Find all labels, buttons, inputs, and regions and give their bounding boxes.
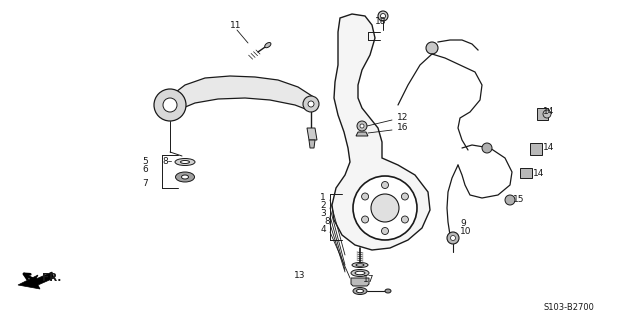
Circle shape	[543, 110, 551, 118]
Text: 1: 1	[320, 192, 326, 202]
Polygon shape	[165, 76, 315, 115]
Text: 5: 5	[142, 157, 148, 166]
Text: 9: 9	[460, 219, 466, 227]
Polygon shape	[351, 278, 369, 286]
Circle shape	[401, 216, 408, 223]
Polygon shape	[309, 140, 315, 148]
Ellipse shape	[175, 159, 195, 166]
Circle shape	[381, 13, 385, 19]
Text: 8–: 8–	[162, 158, 172, 167]
Text: 14: 14	[533, 168, 545, 177]
Circle shape	[371, 194, 399, 222]
Ellipse shape	[353, 287, 367, 294]
Text: 11: 11	[230, 21, 242, 31]
Circle shape	[381, 227, 388, 234]
Ellipse shape	[265, 42, 271, 48]
Text: 16: 16	[397, 123, 408, 132]
Text: 13: 13	[294, 271, 305, 280]
Ellipse shape	[385, 289, 391, 293]
Circle shape	[303, 96, 319, 112]
Circle shape	[362, 216, 369, 223]
Text: 12: 12	[397, 114, 408, 122]
Text: 2: 2	[321, 201, 326, 210]
Text: 6: 6	[142, 165, 148, 174]
Polygon shape	[537, 108, 548, 120]
Polygon shape	[356, 132, 368, 136]
Polygon shape	[18, 272, 54, 289]
Circle shape	[482, 143, 492, 153]
Circle shape	[362, 193, 369, 200]
Text: 7: 7	[142, 179, 148, 188]
Circle shape	[451, 235, 456, 241]
Circle shape	[357, 121, 367, 131]
Circle shape	[154, 89, 186, 121]
Circle shape	[353, 176, 417, 240]
Ellipse shape	[352, 263, 368, 268]
Ellipse shape	[355, 271, 365, 275]
Text: S103-B2700: S103-B2700	[543, 303, 594, 313]
Ellipse shape	[180, 160, 189, 164]
Ellipse shape	[175, 172, 195, 182]
Text: 15: 15	[513, 196, 525, 204]
Ellipse shape	[182, 175, 189, 179]
Text: 8: 8	[324, 217, 330, 226]
Text: 14: 14	[543, 108, 554, 116]
Text: 18: 18	[375, 18, 387, 26]
Ellipse shape	[356, 264, 364, 266]
Circle shape	[163, 98, 177, 112]
Circle shape	[505, 195, 515, 205]
Polygon shape	[520, 168, 532, 178]
Text: 4: 4	[321, 225, 326, 234]
Text: 10: 10	[460, 227, 472, 236]
Ellipse shape	[356, 289, 364, 293]
Polygon shape	[332, 14, 430, 250]
Text: 17: 17	[363, 275, 374, 284]
Circle shape	[360, 124, 364, 128]
Circle shape	[378, 11, 388, 21]
Circle shape	[401, 193, 408, 200]
Text: 14: 14	[543, 144, 554, 152]
Circle shape	[381, 182, 388, 189]
Circle shape	[426, 42, 438, 54]
Circle shape	[308, 101, 314, 107]
Ellipse shape	[351, 270, 369, 277]
Polygon shape	[530, 143, 542, 155]
Text: 3: 3	[320, 209, 326, 218]
Circle shape	[447, 232, 459, 244]
Text: FR.: FR.	[42, 273, 61, 283]
Polygon shape	[307, 128, 317, 140]
